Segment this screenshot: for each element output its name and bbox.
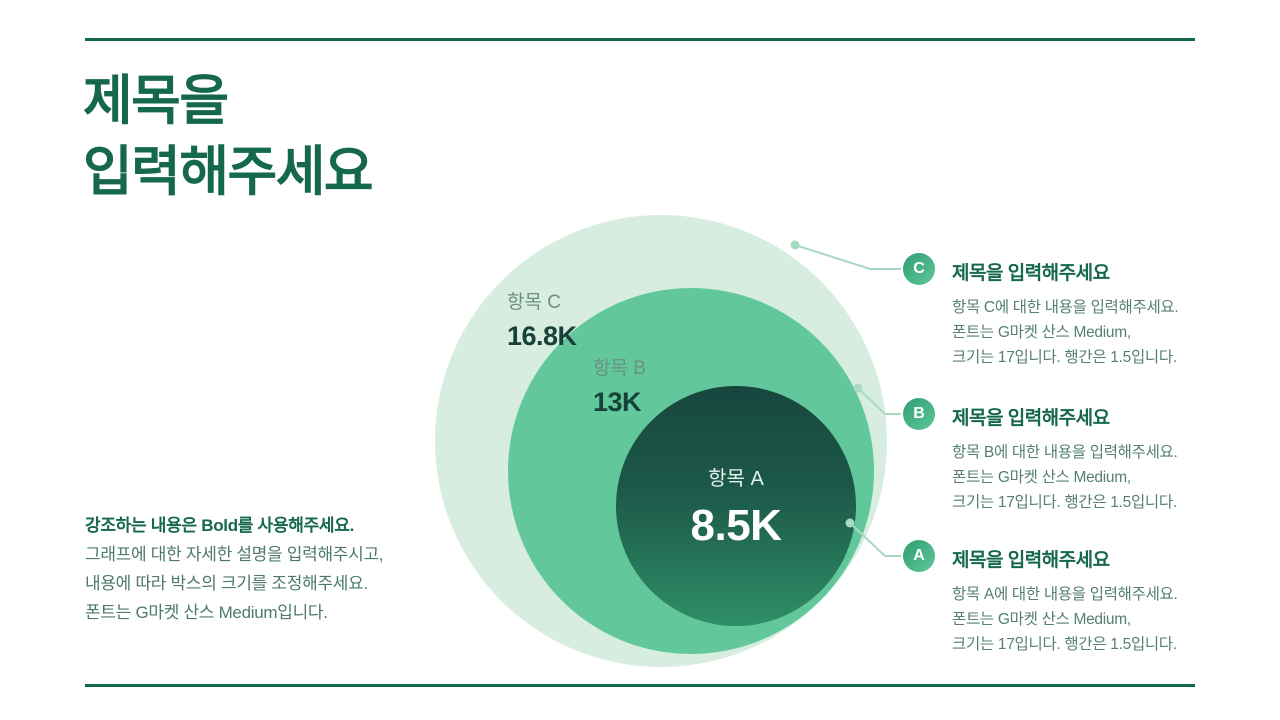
footnote-bold-line: 강조하는 내용은 Bold를 사용해주세요. [85,516,355,535]
callout-b-line2: 폰트는 G마켓 산스 Medium, [952,469,1131,486]
callout-b-title: 제목을 입력해주세요 [952,408,1110,429]
callout-a: A 제목을 입력해주세요 항목 A에 대한 내용을 입력해주세요. 폰트는 G마… [903,540,1203,657]
leader-line-c [794,244,901,270]
callout-a-line3: 크기는 17입니다. 행간은 1.5입니다. [952,636,1177,653]
chart-label-b-value: 13K [593,387,642,417]
page-title-line2: 입력해주세요 [83,142,374,203]
chart-label-b: 항목 B 13K [593,353,646,418]
footnote-line3: 폰트는 G마켓 산스 Medium입니다. [85,603,328,622]
callout-c-title: 제목을 입력해주세요 [952,263,1110,284]
chart-circle-a: 항목 A 8.5K [616,386,856,626]
callout-b-text: 항목 B에 대한 내용을 입력해주세요. 폰트는 G마켓 산스 Medium, … [952,440,1203,515]
callout-a-line1: 항목 A에 대한 내용을 입력해주세요. [952,586,1178,603]
chart-label-a-name: 항목 A [708,467,764,490]
callout-a-title: 제목을 입력해주세요 [952,550,1110,571]
callout-c-line2: 폰트는 G마켓 산스 Medium, [952,324,1131,341]
callout-b-line3: 크기는 17입니다. 행간은 1.5입니다. [952,494,1177,511]
chart-label-c-value: 16.8K [507,321,577,351]
callout-c: C 제목을 입력해주세요 항목 C에 대한 내용을 입력해주세요. 폰트는 G마… [903,253,1203,370]
chart-label-a-value: 8.5K [690,500,782,550]
bottom-divider [85,684,1195,687]
callout-c-body: 제목을 입력해주세요 항목 C에 대한 내용을 입력해주세요. 폰트는 G마켓 … [952,253,1203,370]
top-divider [85,38,1195,41]
callout-c-line3: 크기는 17입니다. 행간은 1.5입니다. [952,349,1177,366]
callout-b-line1: 항목 B에 대한 내용을 입력해주세요. [952,444,1178,461]
callout-a-text: 항목 A에 대한 내용을 입력해주세요. 폰트는 G마켓 산스 Medium, … [952,582,1203,657]
footnote-line1: 그래프에 대한 자세한 설명을 입력해주시고, [85,545,384,564]
badge-b: B [903,398,935,430]
page-title-line1: 제목을 [83,71,229,131]
callout-b-body: 제목을 입력해주세요 항목 B에 대한 내용을 입력해주세요. 폰트는 G마켓 … [952,398,1203,515]
badge-a: A [903,540,935,572]
callout-c-text: 항목 C에 대한 내용을 입력해주세요. 폰트는 G마켓 산스 Medium, … [952,295,1203,370]
footnote: 강조하는 내용은 Bold를 사용해주세요. 그래프에 대한 자세한 설명을 입… [85,511,384,627]
chart-label-c-name: 항목 C [507,292,561,313]
badge-c: C [903,253,935,285]
page-title: 제목을 입력해주세요 [83,66,374,209]
callout-c-line1: 항목 C에 대한 내용을 입력해주세요. [952,299,1179,316]
chart-label-c: 항목 C 16.8K [507,287,577,352]
chart-label-b-name: 항목 B [593,358,646,379]
leader-dot-c [790,240,800,250]
callout-a-body: 제목을 입력해주세요 항목 A에 대한 내용을 입력해주세요. 폰트는 G마켓 … [952,540,1203,657]
callout-b: B 제목을 입력해주세요 항목 B에 대한 내용을 입력해주세요. 폰트는 G마… [903,398,1203,515]
callout-a-line2: 폰트는 G마켓 산스 Medium, [952,611,1131,628]
footnote-line2: 내용에 따라 박스의 크기를 조정해주세요. [85,574,368,593]
